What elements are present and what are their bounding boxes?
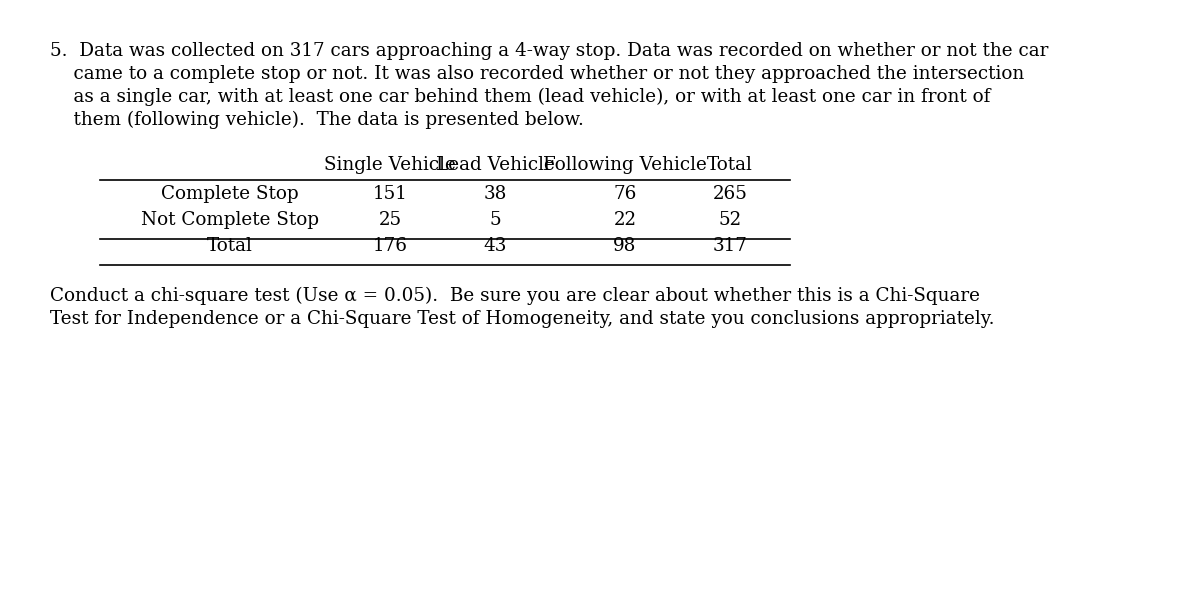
Text: as a single car, with at least one car behind them (lead vehicle), or with at le: as a single car, with at least one car b… (50, 88, 990, 106)
Text: 43: 43 (484, 237, 506, 255)
Text: 265: 265 (713, 185, 748, 203)
Text: them (following vehicle).  The data is presented below.: them (following vehicle). The data is pr… (50, 111, 584, 129)
Text: Single Vehicle: Single Vehicle (324, 156, 456, 174)
Text: 176: 176 (372, 237, 408, 255)
Text: Following Vehicle: Following Vehicle (544, 156, 707, 174)
Text: 25: 25 (378, 211, 402, 229)
Text: came to a complete stop or not. It was also recorded whether or not they approac: came to a complete stop or not. It was a… (50, 65, 1025, 83)
Text: 98: 98 (613, 237, 637, 255)
Text: Test for Independence or a Chi-Square Test of Homogeneity, and state you conclus: Test for Independence or a Chi-Square Te… (50, 310, 995, 328)
Text: 317: 317 (713, 237, 748, 255)
Text: 76: 76 (613, 185, 637, 203)
Text: Lead Vehicle: Lead Vehicle (436, 156, 554, 174)
Text: Not Complete Stop: Not Complete Stop (142, 211, 319, 229)
Text: 22: 22 (613, 211, 636, 229)
Text: Complete Stop: Complete Stop (161, 185, 299, 203)
Text: 5: 5 (490, 211, 500, 229)
Text: 52: 52 (719, 211, 742, 229)
Text: Conduct a chi-square test (Use α = 0.05).  Be sure you are clear about whether t: Conduct a chi-square test (Use α = 0.05)… (50, 287, 980, 305)
Text: 5.  Data was collected on 317 cars approaching a 4-way stop. Data was recorded o: 5. Data was collected on 317 cars approa… (50, 42, 1049, 60)
Text: Total: Total (707, 156, 752, 174)
Text: 38: 38 (484, 185, 506, 203)
Text: 151: 151 (372, 185, 408, 203)
Text: Total: Total (208, 237, 253, 255)
